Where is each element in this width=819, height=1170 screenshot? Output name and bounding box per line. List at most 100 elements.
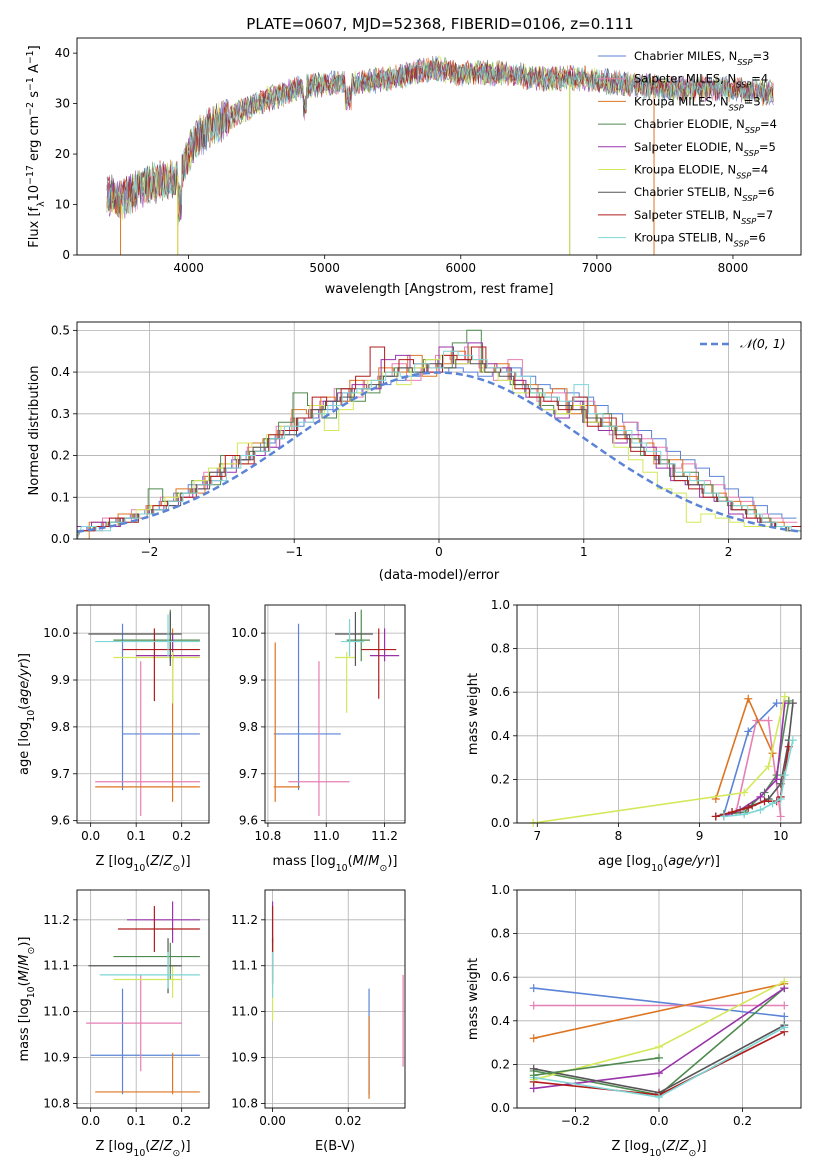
- y-tick-label: 11.2: [43, 913, 70, 927]
- y-tick-label: 9.7: [51, 767, 70, 781]
- label-part: =5: [759, 140, 776, 154]
- data-point-marker: [740, 788, 749, 797]
- y-tick-label: 10.8: [231, 1096, 258, 1110]
- label-part: =7: [756, 208, 773, 222]
- y-tick-label: 9.6: [239, 814, 258, 828]
- x-axis-label: mass [log10(M/M⊙)]: [273, 854, 398, 874]
- label-part: M: [17, 970, 32, 981]
- y-tick-label: 0.2: [491, 1057, 510, 1071]
- label-part: Z: [679, 1139, 690, 1154]
- y-tick-label: 11.1: [43, 959, 70, 973]
- y-tick-label: 9.9: [239, 673, 258, 687]
- y-axis-label: Normed distribution: [27, 366, 42, 496]
- label-part: erg cm: [27, 116, 42, 165]
- label-part: /: [159, 854, 164, 869]
- axes-frame: [264, 889, 406, 1109]
- data-point-marker: [756, 792, 765, 801]
- data-point-marker: [655, 1069, 663, 1078]
- histogram-step: [77, 359, 801, 539]
- label-part: )]: [696, 1139, 706, 1154]
- x-tick-label: 8: [615, 829, 623, 843]
- legend-label: Salpeter ELODIE, NSSP=5: [634, 140, 776, 158]
- label-part: SSP: [729, 102, 744, 112]
- y-tick-label: 10: [55, 198, 70, 212]
- axes-frame: [516, 604, 802, 824]
- spectrum-panel: 4000 5000 6000 7000 8000 0 10 20 30 40 Chabrier MI…: [25, 37, 802, 297]
- x-tick-label: 11.0: [313, 829, 340, 843]
- histogram-step: [77, 346, 801, 539]
- age-vs-mass-panel: 10.8 11.0 11.2 9.6 9.7 9.8 9.9 10.0 mass [log10(…: [231, 604, 406, 874]
- y-tick-label: 11.0: [43, 1005, 70, 1019]
- y-tick-label: 0.3: [51, 407, 70, 421]
- gaussian-curve: [77, 371, 801, 533]
- label-part: age [log: [17, 722, 32, 775]
- data-point-marker: [780, 977, 789, 986]
- y-tick-label: 40: [55, 46, 70, 60]
- data-point-marker: [780, 1023, 789, 1032]
- x-axis-label: wavelength [Angstrom, rest frame]: [325, 282, 554, 297]
- x-tick-label: 4000: [173, 261, 204, 275]
- label-part: /: [364, 854, 369, 869]
- y-tick-label: 10.0: [231, 626, 258, 640]
- axes-frame: [264, 604, 406, 824]
- y-tick-label: 10.9: [231, 1051, 258, 1065]
- label-part: ⊙: [173, 1148, 181, 1159]
- label-part: =4: [751, 72, 768, 86]
- x-tick-label: 0.0: [81, 1114, 100, 1128]
- data-point-marker: [780, 692, 789, 701]
- x-axis-label: Z [log10(Z/Z⊙)]: [95, 854, 190, 874]
- data-point-marker: [776, 812, 785, 821]
- label-part: (: [661, 1139, 666, 1154]
- spectrum-line: [106, 57, 774, 215]
- label-part: SSP: [744, 148, 759, 158]
- label-part: 10: [26, 710, 37, 722]
- x-tick-label: 0.1: [127, 1114, 146, 1128]
- y-axis-label: mass weight: [466, 958, 481, 1040]
- y-tick-label: 0: [62, 248, 70, 262]
- series-line: [533, 987, 785, 1018]
- x-tick-label: 2: [725, 545, 733, 559]
- label-part: Z: [163, 1139, 174, 1154]
- data-point-marker: [784, 696, 793, 705]
- data-point-marker: [756, 805, 765, 814]
- x-tick-label: 11.2: [371, 829, 398, 843]
- label-part: (: [17, 981, 32, 986]
- x-tick-label: 0.02: [335, 1114, 362, 1128]
- label-part: 10: [133, 863, 145, 874]
- legend-label: Chabrier ELODIE, NSSP=4: [634, 117, 777, 135]
- x-tick-label: −0.2: [561, 1114, 590, 1128]
- label-part: =6: [757, 185, 774, 199]
- label-part: SSP: [742, 193, 757, 203]
- label-part: Kroupa MILES, N: [634, 94, 729, 108]
- y-tick-label: 20: [55, 147, 70, 161]
- x-axis-label: (data-model)/error: [379, 568, 500, 583]
- label-part: s: [27, 91, 42, 102]
- label-part: (: [348, 854, 353, 869]
- label-part: SSP: [737, 57, 752, 67]
- y-tick-label: 9.8: [239, 720, 258, 734]
- label-part: =3: [744, 94, 761, 108]
- histogram-step: [77, 350, 799, 539]
- x-tick-label: 0.2: [172, 1114, 191, 1128]
- y-tick-label: 0.4: [491, 1014, 510, 1028]
- label-part: ]: [27, 45, 42, 50]
- label-part: age [log: [598, 854, 651, 869]
- data-point-marker: [655, 1093, 663, 1102]
- label-part: )]: [180, 1139, 190, 1154]
- y-axis-label: mass weight: [466, 673, 481, 755]
- label-part: Z [log: [611, 1139, 649, 1154]
- label-part: Chabrier ELODIE, N: [634, 117, 745, 131]
- label-part: 10: [336, 863, 348, 874]
- series-line: [533, 696, 786, 823]
- y-tick-label: 0.6: [491, 970, 510, 984]
- label-part: M: [368, 854, 379, 869]
- mass-vs-z-panel: 0.0 0.1 0.210.810.911.011.111.2Z [log10(Z/…: [17, 889, 210, 1159]
- label-part: SSP: [741, 216, 756, 226]
- y-tick-label: 0.1: [51, 490, 70, 504]
- label-part: /: [17, 965, 32, 970]
- label-part: ⊙: [380, 863, 388, 874]
- label-part: )]: [17, 653, 32, 663]
